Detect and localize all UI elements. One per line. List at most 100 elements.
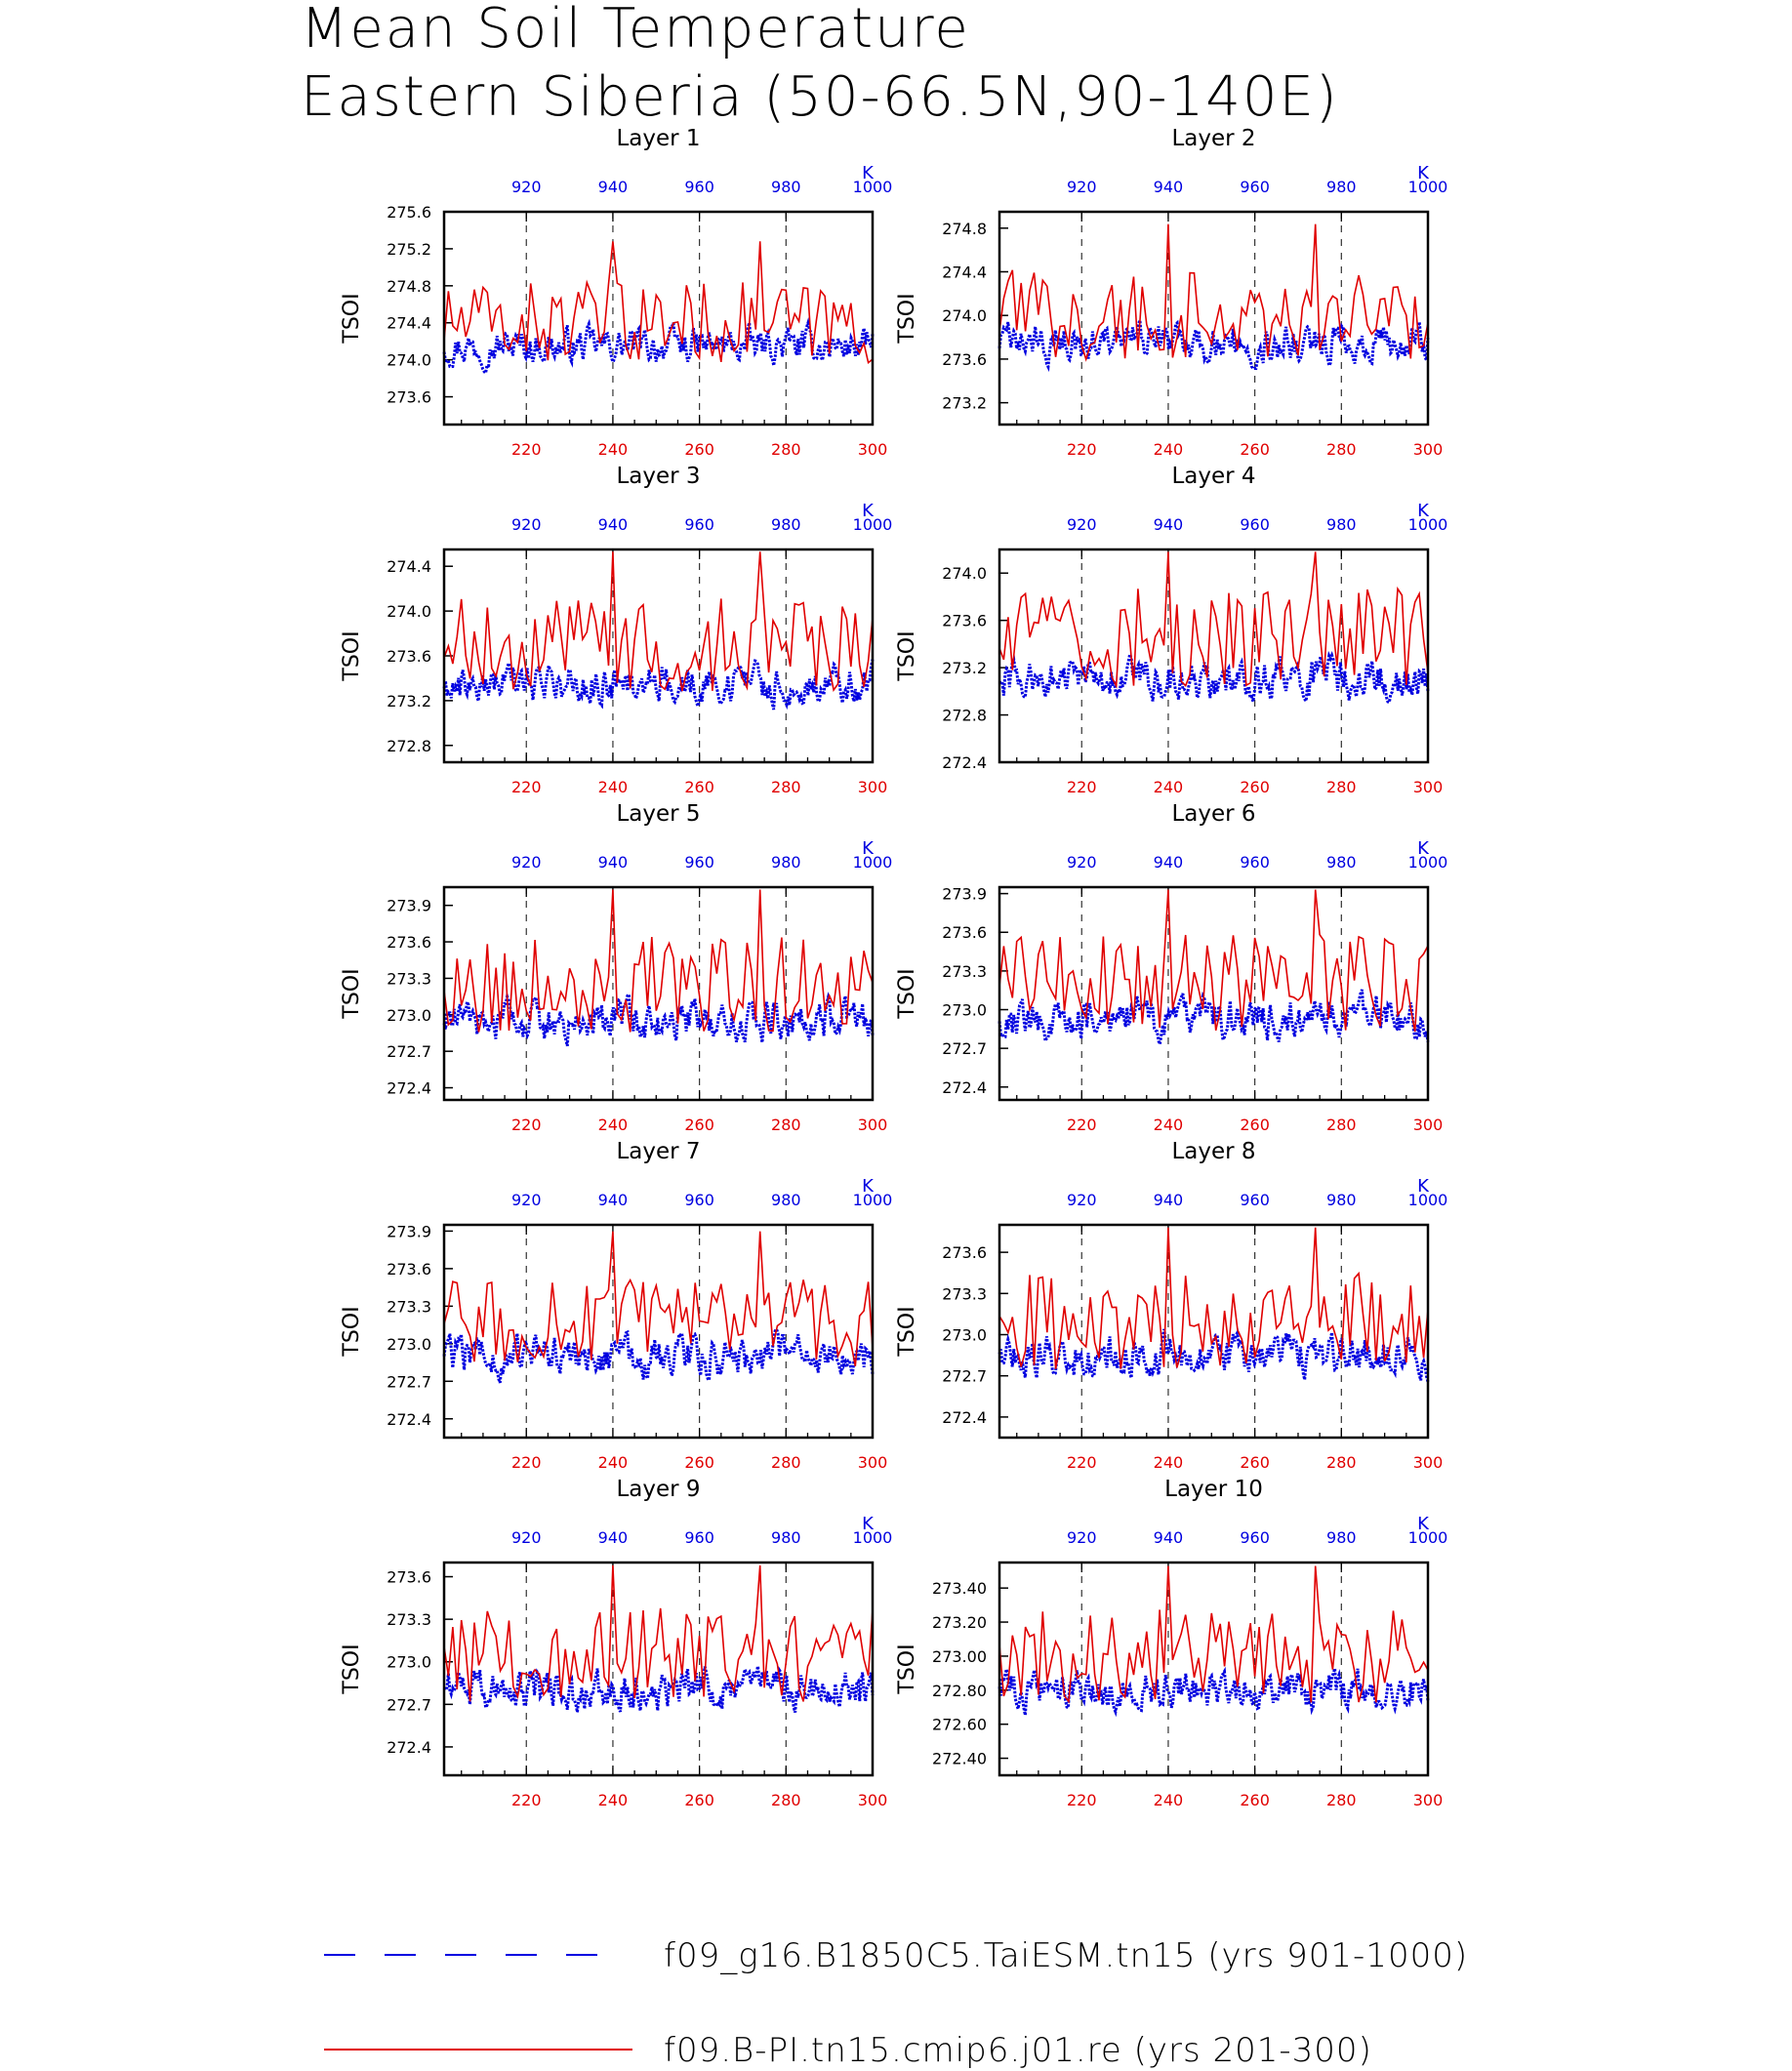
plot-frame [442, 548, 875, 764]
x-top-tick-label: 960 [1240, 853, 1270, 872]
x-top-tick-label: 1000 [1408, 1191, 1448, 1209]
panels-grid: Layer 1 TSOI 273.6 274.0 274.4 274.8 275.2 275.… [340, 126, 1447, 1809]
x-top-tick-label: 940 [598, 1528, 629, 1547]
y-axis-label: TSOI [340, 1306, 364, 1357]
y-tick-label: 274.8 [942, 220, 987, 238]
y-tick-label: 273.6 [387, 388, 431, 407]
series-line-model-a [998, 989, 1430, 1050]
x-top-unit-label: K [1417, 1176, 1430, 1197]
y-tick-label: 273.0 [387, 1653, 431, 1672]
x-top-tick-label: 940 [1154, 1191, 1184, 1209]
x-top-tick-label: 980 [771, 1191, 801, 1209]
panel-title: Layer 6 [1171, 801, 1255, 827]
x-top-tick-label: 960 [1240, 1528, 1270, 1547]
y-tick-label: 272.7 [387, 1372, 431, 1391]
x-top-tick-label: 920 [511, 1528, 542, 1547]
plot-frame [442, 210, 875, 426]
series-line-model-a [442, 991, 875, 1047]
x-bottom-tick-label: 300 [1413, 1791, 1444, 1809]
x-bottom-tick-label: 280 [771, 1116, 801, 1134]
x-top-tick-label: 940 [1154, 1528, 1184, 1547]
x-bottom-tick-label: 280 [771, 1791, 801, 1809]
panel-title: Layer 2 [1171, 126, 1255, 151]
y-tick-label: 273.6 [942, 1243, 987, 1262]
y-tick-label: 272.4 [942, 1078, 987, 1097]
y-axis-label: TSOI [895, 1644, 919, 1694]
x-bottom-tick-label: 300 [1413, 440, 1444, 459]
x-bottom-tick-label: 300 [858, 1116, 888, 1134]
x-top-tick-label: 960 [684, 515, 714, 534]
panel-title: Layer 9 [616, 1477, 700, 1502]
x-bottom-tick-label: 300 [858, 778, 888, 796]
x-bottom-tick-label: 220 [511, 1791, 542, 1809]
x-bottom-tick-label: 260 [1240, 440, 1270, 459]
y-tick-label: 273.0 [387, 1335, 431, 1354]
y-tick-label: 274.4 [387, 557, 431, 576]
y-tick-label: 273.2 [942, 394, 987, 413]
series-line-model-a [442, 317, 875, 377]
y-tick-label: 273.9 [387, 1222, 431, 1240]
y-tick-label: 272.8 [387, 737, 431, 755]
x-bottom-tick-label: 240 [598, 1116, 629, 1134]
x-top-tick-label: 980 [771, 515, 801, 534]
panel-layer-8: Layer 8 TSOI 272.4 272.7 273.0 273.3 273.6 220 2… [895, 1139, 1447, 1472]
x-bottom-tick-label: 280 [771, 440, 801, 459]
x-bottom-tick-label: 300 [1413, 1116, 1444, 1134]
x-top-tick-label: 1000 [1408, 853, 1448, 872]
panel-layer-2: Layer 2 TSOI 273.2 273.6 274.0 274.4 274.8 220 2… [895, 126, 1447, 459]
x-bottom-tick-label: 280 [771, 1453, 801, 1472]
y-tick-label: 273.6 [942, 612, 987, 630]
plot-frame [442, 1561, 875, 1777]
plot-frame [998, 885, 1430, 1102]
x-top-tick-label: 920 [1067, 515, 1097, 534]
y-tick-label: 272.80 [932, 1682, 987, 1700]
x-bottom-tick-label: 280 [1326, 1453, 1357, 1472]
x-top-unit-label: K [862, 501, 875, 521]
x-bottom-tick-label: 280 [1326, 440, 1357, 459]
panel-title: Layer 4 [1171, 464, 1255, 489]
x-bottom-tick-label: 240 [598, 1791, 629, 1809]
y-axis-label: TSOI [895, 293, 919, 344]
x-top-tick-label: 920 [511, 515, 542, 534]
y-tick-label: 272.4 [942, 1408, 987, 1427]
series-line-model-b [443, 1564, 874, 1702]
x-bottom-tick-label: 300 [1413, 778, 1444, 796]
x-top-tick-label: 920 [511, 1191, 542, 1209]
x-bottom-tick-label: 240 [598, 1453, 629, 1472]
y-tick-label: 272.7 [942, 1039, 987, 1058]
x-top-tick-label: 980 [1326, 853, 1357, 872]
y-tick-label: 272.7 [387, 1695, 431, 1714]
plot-frame [998, 1561, 1430, 1777]
plot-frame [442, 885, 875, 1102]
panel-title: Layer 5 [616, 801, 700, 827]
y-tick-label: 274.0 [942, 306, 987, 325]
x-bottom-tick-label: 220 [511, 440, 542, 459]
x-top-tick-label: 960 [1240, 1191, 1270, 1209]
y-tick-label: 273.0 [942, 1001, 987, 1020]
plot-frame [998, 548, 1430, 764]
y-tick-label: 273.3 [942, 1284, 987, 1303]
x-bottom-tick-label: 260 [684, 1453, 714, 1472]
y-tick-label: 273.3 [387, 1297, 431, 1316]
series-line-model-b [998, 551, 1429, 689]
x-bottom-tick-label: 260 [684, 1116, 714, 1134]
x-top-unit-label: K [862, 1514, 875, 1534]
y-tick-label: 272.60 [932, 1716, 987, 1734]
y-tick-label: 273.20 [932, 1613, 987, 1632]
x-bottom-tick-label: 260 [1240, 1791, 1270, 1809]
x-top-tick-label: 920 [1067, 1191, 1097, 1209]
legend: f09_g16.B1850C5.TaiESM.tn15 (yrs 901-100… [324, 1936, 1467, 2070]
series-line-model-b [443, 889, 874, 1033]
x-bottom-tick-label: 220 [1067, 1116, 1097, 1134]
x-top-tick-label: 980 [1326, 178, 1357, 196]
y-tick-label: 272.4 [387, 1079, 431, 1098]
panel-layer-6: Layer 6 TSOI 272.4 272.7 273.0 273.3 273.6 273.… [895, 801, 1447, 1134]
series-line-model-b [998, 1565, 1429, 1704]
x-top-tick-label: 960 [1240, 178, 1270, 196]
x-top-tick-label: 940 [598, 515, 629, 534]
x-top-tick-label: 1000 [1408, 515, 1448, 534]
x-bottom-tick-label: 220 [1067, 1453, 1097, 1472]
x-top-tick-label: 980 [1326, 1528, 1357, 1547]
y-tick-label: 273.6 [942, 350, 987, 369]
panel-title: Layer 8 [1171, 1139, 1255, 1164]
